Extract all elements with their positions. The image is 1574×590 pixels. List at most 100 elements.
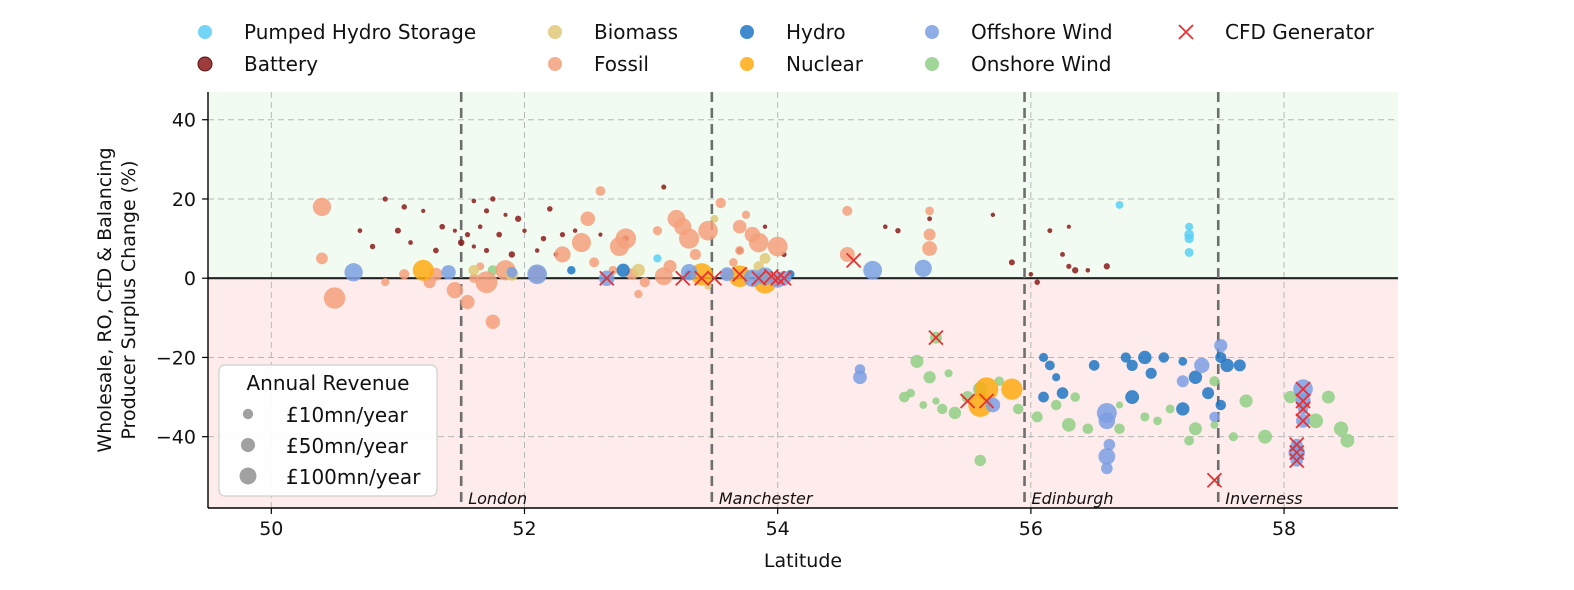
legend-marker — [198, 25, 212, 39]
y-axis-title-line-2: Producer Surplus Change (%) — [118, 160, 140, 439]
battery-point — [762, 224, 768, 229]
size-legend-box — [218, 364, 438, 497]
cfd-generator-marker — [846, 252, 862, 269]
biomass-point — [468, 264, 480, 276]
offshore-wind-point — [863, 260, 883, 280]
cfd-generator-marker — [1289, 444, 1305, 461]
battery-point — [1066, 224, 1071, 229]
battery-point — [508, 251, 516, 258]
fossil-point — [663, 259, 677, 273]
cfd-generator-marker — [1206, 472, 1223, 488]
cfd-generator-marker — [694, 270, 710, 286]
hydro-point — [567, 266, 576, 275]
onshore-wind-point — [919, 401, 928, 409]
fossil-point — [634, 289, 643, 299]
offshore-wind-point — [1098, 448, 1116, 465]
fossil-point — [698, 220, 718, 241]
onshore-wind-point — [944, 369, 953, 378]
fossil-point — [652, 226, 663, 236]
onshore-wind-point — [1340, 433, 1355, 448]
battery-point — [598, 232, 603, 237]
size-legend-marker — [242, 408, 254, 420]
fossil-point — [767, 236, 788, 257]
offshore-wind-point — [1194, 357, 1210, 374]
battery-point — [515, 215, 522, 222]
battery-point — [547, 206, 553, 212]
hydro-point — [1120, 352, 1131, 363]
pumped-hydro-storage-point — [1184, 234, 1194, 244]
size-legend-label: £10mn/year — [286, 403, 408, 427]
battery-point — [394, 227, 401, 234]
hydro-point — [1126, 359, 1138, 371]
onshore-wind-point — [1165, 404, 1175, 414]
legend-label: Biomass — [594, 20, 678, 44]
battery-point — [490, 196, 496, 202]
cfd-x-stroke — [1295, 413, 1311, 429]
hydro-point — [1044, 360, 1055, 371]
fossil-point — [554, 246, 571, 263]
legend-entry: Onshore Wind — [925, 52, 1111, 76]
cfd-x-stroke — [763, 268, 779, 284]
fossil-point — [316, 252, 328, 265]
battery-point — [1034, 279, 1040, 285]
battery-point — [559, 231, 566, 238]
battery-point — [1028, 271, 1034, 277]
legend-label: Nuclear — [786, 52, 864, 76]
onshore-wind-point — [1210, 420, 1219, 429]
legend-entry: Offshore Wind — [925, 20, 1113, 44]
hydro-point — [1220, 358, 1234, 373]
city-label: Manchester — [719, 489, 814, 508]
cfd-generator-marker — [1289, 452, 1305, 469]
cfd-generator-marker — [732, 266, 748, 282]
onshore-wind-point — [1153, 416, 1162, 426]
offshore-wind-point — [853, 370, 867, 385]
cfd-generator-marker — [1295, 401, 1311, 417]
battery-point — [540, 235, 547, 242]
offshore-wind-point — [527, 264, 548, 285]
hydro-point — [1178, 357, 1188, 366]
cfd-x-stroke — [751, 270, 767, 286]
legend-label: Hydro — [786, 20, 846, 44]
fossil-point — [922, 241, 938, 256]
cfd-x-stroke — [770, 270, 786, 286]
background-band-positive — [208, 92, 1398, 279]
nuclear-point — [1001, 378, 1023, 400]
cfd-generator-marker — [1295, 413, 1311, 429]
hydro-point — [1202, 387, 1215, 400]
fossil-point — [460, 294, 475, 310]
onshore-wind-point — [937, 403, 948, 415]
offshore-wind-point — [1100, 462, 1113, 475]
y-axis-title-line-1: Wholesale, RO, CfD & Balancing — [94, 147, 116, 452]
pumped-hydro-storage-point — [1185, 222, 1194, 231]
legend-label: Onshore Wind — [971, 52, 1111, 76]
hydro-point — [1052, 373, 1061, 382]
battery-point — [990, 212, 996, 218]
cfd-generator-marker — [1289, 436, 1305, 453]
fossil-point — [678, 228, 700, 249]
onshore-wind-point — [1228, 432, 1239, 442]
onshore-wind-point — [1284, 390, 1297, 404]
legend-label: CFD Generator — [1225, 20, 1375, 44]
nuclear-point — [412, 259, 434, 281]
onshore-wind-point — [932, 397, 940, 405]
offshore-wind-point — [914, 259, 932, 277]
onshore-wind-point — [1239, 394, 1253, 408]
fossil-point — [381, 278, 390, 287]
size-legend-marker — [240, 437, 256, 453]
battery-point — [1103, 263, 1110, 270]
fossil-point — [729, 258, 738, 267]
fossil-point — [639, 277, 650, 288]
biomass-point — [759, 252, 771, 264]
fossil-point — [580, 211, 596, 227]
legend-marker — [740, 25, 754, 39]
fossil-point — [475, 271, 498, 294]
city-label: Inverness — [1225, 489, 1302, 508]
battery-point — [452, 228, 457, 233]
onshore-wind-point — [1062, 417, 1076, 432]
fossil-point — [446, 281, 463, 299]
hydro-point — [1038, 352, 1049, 363]
legend-entry: Pumped Hydro Storage — [198, 20, 476, 44]
fossil-point — [595, 186, 606, 196]
cfd-x-stroke — [1295, 381, 1311, 397]
y-tick-label: 20 — [172, 189, 196, 211]
